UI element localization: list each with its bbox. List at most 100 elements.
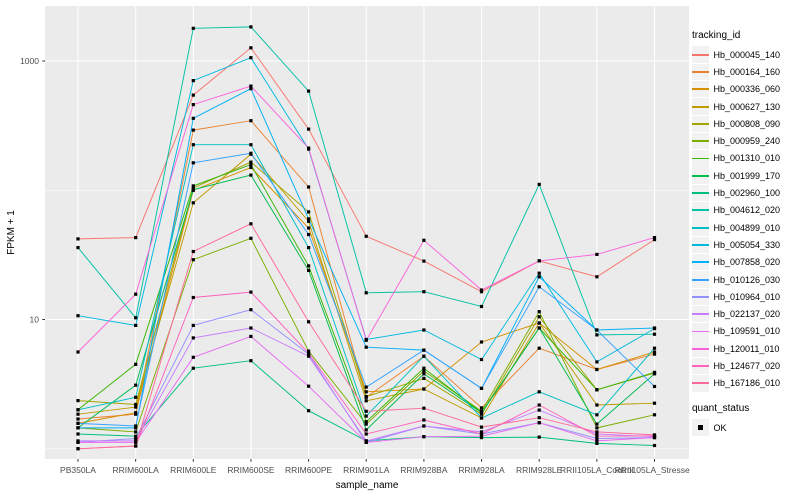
data-point bbox=[479, 290, 484, 294]
legend-item-Hb_005054_330: Hb_005054_330 bbox=[692, 236, 798, 254]
legend-item-label: Hb_120011_010 bbox=[713, 343, 780, 354]
legend-item-label: Hb_001999_170 bbox=[713, 170, 781, 181]
data-point bbox=[249, 46, 253, 50]
legend-item-label: Hb_167186_010 bbox=[713, 378, 781, 389]
data-point bbox=[134, 405, 138, 409]
legend-item-label: Hb_002960_100 bbox=[713, 188, 781, 199]
y-grid-major bbox=[45, 60, 689, 321]
data-point bbox=[307, 354, 311, 358]
data-point bbox=[307, 268, 311, 272]
data-point bbox=[191, 258, 195, 262]
x-tick-label: RRIM600LE bbox=[170, 465, 217, 475]
legend-title-tracking-id: tracking_id bbox=[692, 30, 741, 41]
data-point bbox=[249, 326, 253, 330]
data-point bbox=[134, 323, 138, 327]
data-point bbox=[307, 409, 311, 413]
legend-item-Hb_000045_140: Hb_000045_140 bbox=[692, 46, 798, 63]
data-point bbox=[249, 87, 253, 91]
legend-key-box bbox=[692, 115, 709, 133]
data-point bbox=[595, 434, 599, 438]
data-point bbox=[479, 406, 484, 410]
data-point bbox=[364, 291, 368, 295]
x-tick-label: RRIM600LA bbox=[112, 465, 159, 475]
legend: tracking_id Hb_000045_140 Hb_000164_160 Hb… bbox=[692, 30, 798, 436]
data-point bbox=[191, 295, 195, 300]
y-tick-labels: 10 1000 bbox=[20, 56, 39, 325]
legend-item-Hb_000627_130: Hb_000627_130 bbox=[692, 98, 798, 115]
data-point bbox=[479, 425, 484, 429]
legend-item-Hb_000808_090: Hb_000808_090 bbox=[692, 115, 798, 133]
data-point bbox=[595, 441, 599, 445]
legend-item-Hb_109591_010: Hb_109591_010 bbox=[692, 323, 798, 340]
data-point bbox=[364, 432, 368, 436]
data-point bbox=[191, 161, 195, 165]
data-point bbox=[537, 435, 541, 439]
x-tick-label: PB350LA bbox=[60, 465, 96, 475]
legend-item-label: Hb_010126_030 bbox=[713, 274, 781, 285]
x-tick-label: RRIM928LA bbox=[458, 465, 505, 475]
series-color-line-icon bbox=[692, 226, 709, 229]
data-point bbox=[307, 89, 311, 93]
legend-key-box bbox=[692, 219, 709, 236]
data-point bbox=[249, 56, 253, 60]
series-color-line-icon bbox=[692, 382, 709, 385]
legend-item-label: Hb_001310_010 bbox=[713, 153, 781, 164]
data-point bbox=[595, 436, 599, 441]
data-point bbox=[364, 422, 368, 426]
data-point bbox=[652, 413, 657, 417]
plot-svg: 10 1000 PB350LA RRIM600LA RRIM600LE RRIM600SE… bbox=[6, 6, 690, 491]
series-color-line-icon bbox=[692, 157, 709, 160]
data-point bbox=[76, 237, 80, 241]
legend-item-label: Hb_022137_020 bbox=[713, 309, 781, 320]
legend-item-Hb_001310_010: Hb_001310_010 bbox=[692, 150, 798, 167]
legend-item-label: Hb_000627_130 bbox=[713, 101, 781, 112]
legend-key-box bbox=[692, 98, 709, 115]
legend-key-box bbox=[692, 288, 709, 306]
series-color-line-icon bbox=[692, 88, 709, 91]
data-point bbox=[249, 290, 253, 294]
legend-item-label: Hb_109591_010 bbox=[713, 326, 781, 337]
data-point bbox=[422, 369, 426, 373]
data-point bbox=[595, 360, 599, 364]
legend-key-box bbox=[692, 253, 709, 271]
y-grid-minor bbox=[45, 189, 689, 450]
data-point bbox=[307, 232, 311, 237]
legend-item-label: Hb_124677_020 bbox=[713, 360, 781, 371]
data-point bbox=[191, 188, 195, 192]
legend-item-label: Hb_007858_020 bbox=[713, 257, 781, 268]
data-point bbox=[422, 366, 426, 370]
data-point bbox=[364, 390, 368, 394]
data-point bbox=[479, 304, 484, 309]
legend-item-label: Hb_010964_010 bbox=[713, 291, 781, 302]
data-point bbox=[479, 434, 484, 438]
x-tick-labels: PB350LA RRIM600LA RRIM600LE RRIM600SE RRIM60… bbox=[60, 465, 690, 475]
legend-item-Hb_010964_010: Hb_010964_010 bbox=[692, 288, 798, 306]
legend-item-Hb_120011_010: Hb_120011_010 bbox=[692, 340, 798, 357]
legend-key-box bbox=[692, 375, 709, 392]
data-point bbox=[479, 432, 484, 436]
data-point bbox=[249, 308, 253, 312]
data-point bbox=[652, 238, 657, 242]
data-point bbox=[307, 210, 311, 214]
data-point bbox=[479, 357, 484, 362]
legend-key-box bbox=[692, 271, 709, 288]
data-point bbox=[76, 432, 80, 436]
data-point bbox=[537, 315, 541, 319]
series-color-line-icon bbox=[692, 71, 709, 73]
data-point bbox=[422, 290, 426, 294]
legend-key-box bbox=[692, 184, 709, 202]
data-point bbox=[134, 316, 138, 320]
data-point bbox=[76, 314, 80, 318]
data-point bbox=[595, 388, 599, 392]
legend-item-Hb_022137_020: Hb_022137_020 bbox=[692, 305, 798, 323]
legend-item-label: Hb_000336_060 bbox=[713, 84, 781, 95]
data-point bbox=[307, 351, 311, 355]
legend-key-box bbox=[692, 46, 709, 63]
data-point bbox=[479, 430, 484, 434]
series-color-line-icon bbox=[692, 261, 709, 264]
data-point bbox=[595, 333, 599, 337]
legend-quant-status: quant_status OK bbox=[692, 403, 798, 436]
data-point bbox=[307, 246, 311, 250]
data-point bbox=[191, 184, 195, 188]
data-point bbox=[134, 292, 138, 296]
